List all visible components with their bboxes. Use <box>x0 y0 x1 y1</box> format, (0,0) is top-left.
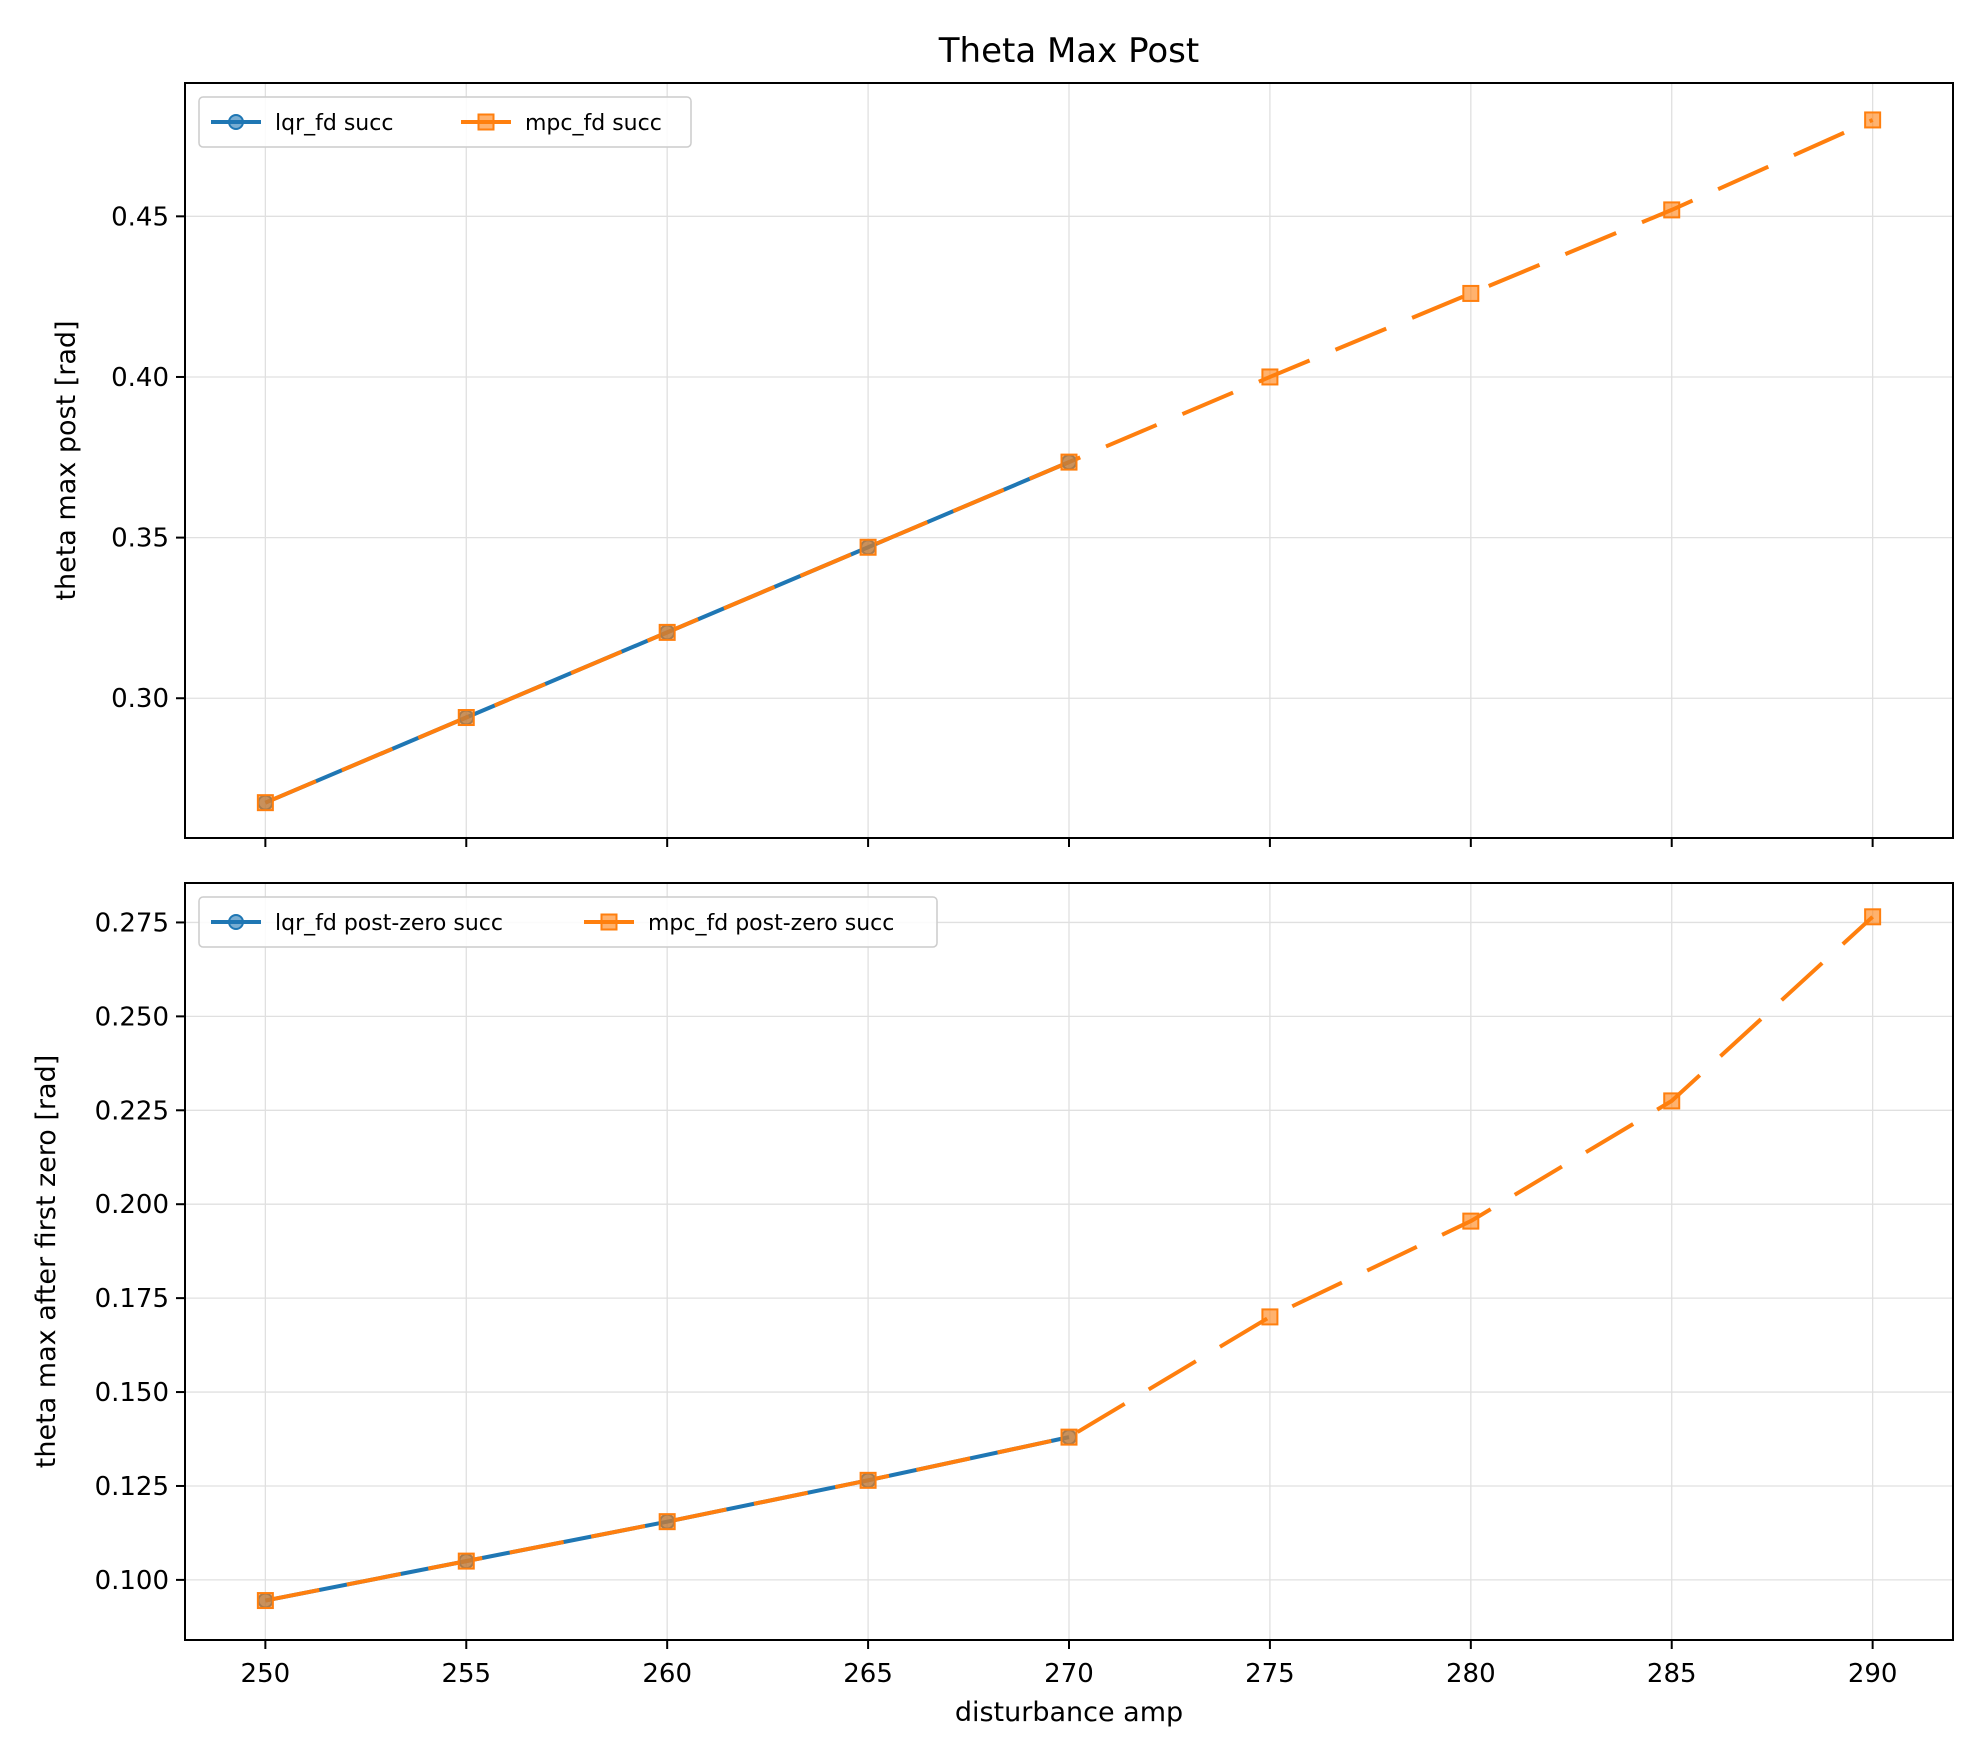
legend-label: lqr_fd post-zero succ <box>275 911 503 936</box>
y-tick-label: 0.30 <box>111 684 169 714</box>
data-point-square <box>457 1552 475 1570</box>
legend-marker-circle <box>228 914 244 930</box>
legend-label: mpc_fd post-zero succ <box>648 911 894 936</box>
data-point-square <box>859 1471 877 1489</box>
data-point-square <box>1261 368 1279 386</box>
series-line-1 <box>264 915 1874 1603</box>
x-tick-label: 270 <box>1044 1659 1094 1689</box>
data-point-square <box>859 538 877 556</box>
y-axis-label: theta max post [rad] <box>51 320 82 600</box>
data-point-square <box>1663 201 1681 219</box>
x-tick-label: 275 <box>1245 1659 1295 1689</box>
data-point-square <box>457 709 475 727</box>
data-point-square <box>1864 111 1882 129</box>
x-tick-label: 290 <box>1848 1659 1898 1689</box>
y-tick-label: 0.225 <box>95 1096 169 1126</box>
y-tick-label: 0.275 <box>95 908 169 938</box>
data-point-square <box>256 1592 274 1610</box>
legend-box <box>198 96 692 148</box>
bottom-panel: 250 255 260 265 270 275 280 285 290 0.100 0.125 0.1… <box>31 882 1954 1689</box>
data-point-square <box>658 623 676 641</box>
y-axis-label: theta max after first zero [rad] <box>31 1055 62 1468</box>
y-tick-label: 0.125 <box>95 1472 169 1502</box>
legend-label: lqr_fd succ <box>275 111 393 136</box>
data-point-square <box>1462 284 1480 302</box>
legend-box <box>198 896 938 948</box>
legend-label: mpc_fd succ <box>525 111 662 136</box>
y-tick-label: 0.175 <box>95 1284 169 1314</box>
x-tick-label: 265 <box>843 1659 893 1689</box>
y-tick-label: 0.35 <box>111 524 169 554</box>
data-point-square <box>1060 453 1078 471</box>
y-tick-label: 0.200 <box>95 1190 169 1220</box>
y-tick-label: 0.250 <box>95 1002 169 1032</box>
y-tick-label: 0.45 <box>111 202 169 232</box>
legend-marker-circle <box>228 114 244 130</box>
y-tick-label: 0.40 <box>111 363 169 393</box>
top-panel: 0.30 0.35 0.40 0.45 theta max post [rad] lqr_… <box>51 82 1954 847</box>
plot-area <box>256 111 1882 812</box>
x-axis-label: disturbance amp <box>955 1697 1183 1728</box>
chart-title: Theta Max Post <box>938 31 1199 71</box>
x-tick-label: 260 <box>642 1659 692 1689</box>
x-tick-label: 280 <box>1446 1659 1496 1689</box>
y-tick-label: 0.100 <box>95 1566 169 1596</box>
data-point-square <box>1462 1212 1480 1230</box>
legend-marker-square <box>600 913 618 931</box>
plot-area <box>256 908 1882 1610</box>
y-tick-label: 0.150 <box>95 1378 169 1408</box>
x-tick-label: 255 <box>441 1659 491 1689</box>
x-tick-label: 285 <box>1647 1659 1697 1689</box>
legend-marker-square <box>477 113 495 131</box>
x-tick-label: 250 <box>241 1659 291 1689</box>
data-point-square <box>1864 908 1882 926</box>
data-point-square <box>658 1513 676 1531</box>
data-point-square <box>256 794 274 812</box>
data-point-square <box>1060 1428 1078 1446</box>
data-point-square <box>1261 1308 1279 1326</box>
data-point-square <box>1663 1092 1681 1110</box>
